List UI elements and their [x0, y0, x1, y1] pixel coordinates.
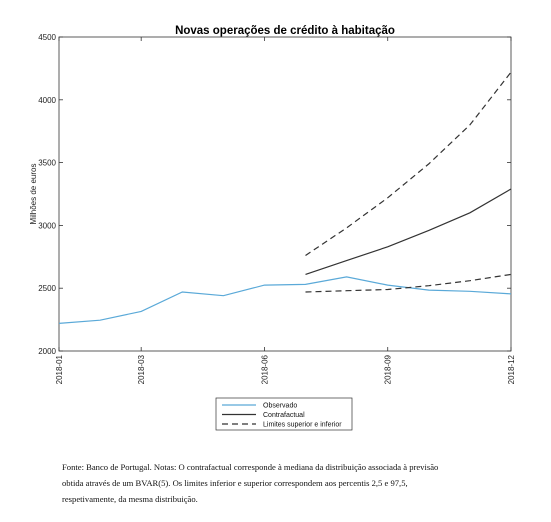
y-axis-label: Milhões de euros — [29, 164, 38, 225]
legend: Observado Contrafactual Limites superior e… — [215, 397, 353, 431]
footnote-line: obtida através de um BVAR(5). Os limites… — [62, 478, 408, 488]
series-line — [305, 188, 512, 275]
x-tick-label: 2018-01 — [55, 354, 64, 384]
x-axis-ticks: 2018-01 2018-03 2018-06 2018-09 2018-12 — [55, 37, 516, 384]
x-tick-label: 2018-03 — [137, 354, 146, 384]
y-tick-label: 3000 — [38, 221, 56, 230]
legend-label: Observado — [263, 403, 297, 410]
y-tick-label: 2000 — [38, 347, 56, 356]
y-tick-label: 4000 — [38, 96, 56, 105]
series-line — [305, 71, 512, 256]
series-lines — [58, 71, 512, 324]
y-tick-label: 3500 — [38, 159, 56, 168]
series-line — [58, 276, 512, 324]
legend-label: Limites superior e inferior — [263, 422, 342, 429]
y-axis-ticks: 2000 2500 3000 3500 4000 4500 — [38, 33, 511, 356]
line-chart: Novas operações de crédito à habitação M… — [29, 25, 516, 431]
x-tick-label: 2018-09 — [384, 354, 393, 384]
y-tick-label: 2500 — [38, 284, 56, 293]
footnote-line: Fonte: Banco de Portugal. Notas: O contr… — [62, 462, 439, 472]
plot-area — [58, 36, 512, 352]
x-tick-label: 2018-12 — [507, 354, 516, 384]
footnote: Fonte: Banco de Portugal. Notas: O contr… — [62, 459, 496, 507]
y-tick-label: 4500 — [38, 33, 56, 42]
legend-label: Contrafactual — [263, 412, 305, 419]
x-tick-label: 2018-06 — [260, 354, 269, 384]
series-line — [305, 273, 512, 293]
footnote-line: respetivamente, da mesma distribuição. — [62, 494, 198, 504]
chart-title: Novas operações de crédito à habitação — [175, 25, 395, 37]
